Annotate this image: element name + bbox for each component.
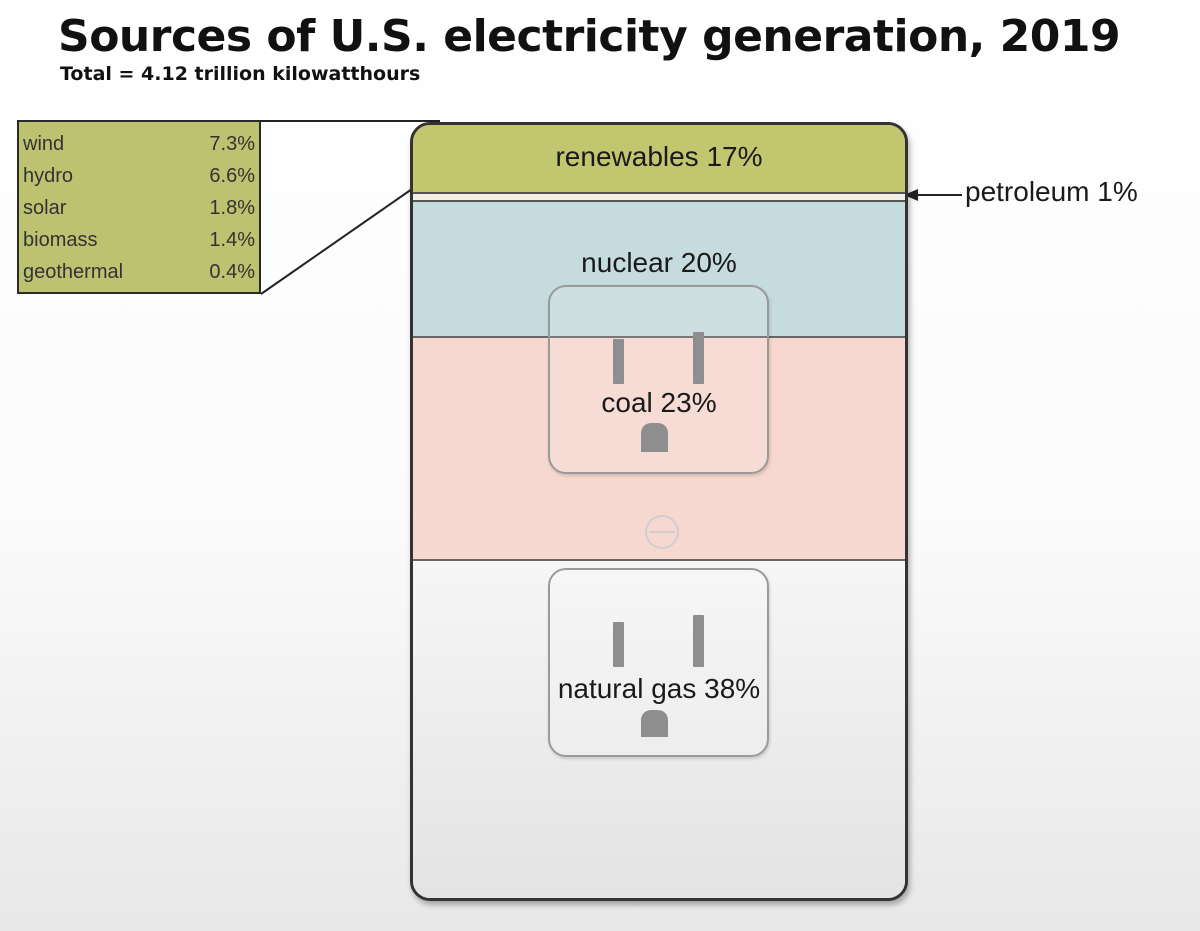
breakdown-value: 6.6% bbox=[209, 164, 255, 187]
breakdown-value: 1.4% bbox=[209, 228, 255, 251]
label-renewables: renewables 17% bbox=[555, 141, 763, 172]
chart-title: Sources of U.S. electricity generation, … bbox=[58, 11, 1121, 62]
breakdown-name: geothermal bbox=[23, 260, 124, 283]
breakdown-value: 7.3% bbox=[209, 132, 255, 155]
outlet-plate-stacked-bar: renewables 17% nuclear 20% coal 23% natu… bbox=[410, 122, 908, 901]
breakdown-row-wind: wind 7.3% bbox=[19, 128, 259, 160]
breakdown-row-geothermal: geothermal 0.4% bbox=[19, 256, 259, 288]
chart-subtitle: Total = 4.12 trillion kilowatthours bbox=[60, 63, 421, 85]
breakdown-value: 1.8% bbox=[209, 196, 255, 219]
outlet-ground-hole bbox=[641, 423, 668, 452]
segment-renewables bbox=[413, 125, 905, 192]
label-natural-gas: natural gas 38% bbox=[557, 673, 761, 704]
breakdown-name: wind bbox=[23, 132, 65, 155]
breakdown-connector-bottom bbox=[260, 188, 413, 295]
screw-icon bbox=[645, 515, 679, 549]
breakdown-row-solar: solar 1.8% bbox=[19, 192, 259, 224]
breakdown-row-biomass: biomass 1.4% bbox=[19, 224, 259, 256]
breakdown-name: hydro bbox=[23, 164, 74, 187]
segment-petroleum bbox=[413, 192, 905, 202]
outlet-ground-hole bbox=[641, 710, 668, 737]
label-petroleum: petroleum 1% bbox=[965, 176, 1138, 207]
segment-nuclear bbox=[413, 202, 905, 338]
breakdown-name: biomass bbox=[23, 228, 98, 251]
breakdown-name: solar bbox=[23, 196, 67, 219]
label-nuclear: nuclear 20% bbox=[581, 247, 737, 278]
petroleum-arrow-head bbox=[904, 189, 918, 201]
outlet-upper bbox=[548, 285, 769, 474]
label-coal: coal 23% bbox=[601, 387, 717, 418]
outlet-slot bbox=[613, 622, 624, 667]
renewables-breakdown-table: wind 7.3% hydro 6.6% solar 1.8% biomass … bbox=[17, 120, 261, 294]
breakdown-row-hydro: hydro 6.6% bbox=[19, 160, 259, 192]
outlet-slot bbox=[693, 332, 704, 384]
outlet-slot bbox=[613, 339, 624, 384]
outlet-lower bbox=[548, 568, 769, 757]
outlet-slot bbox=[693, 615, 704, 667]
breakdown-value: 0.4% bbox=[209, 260, 255, 283]
